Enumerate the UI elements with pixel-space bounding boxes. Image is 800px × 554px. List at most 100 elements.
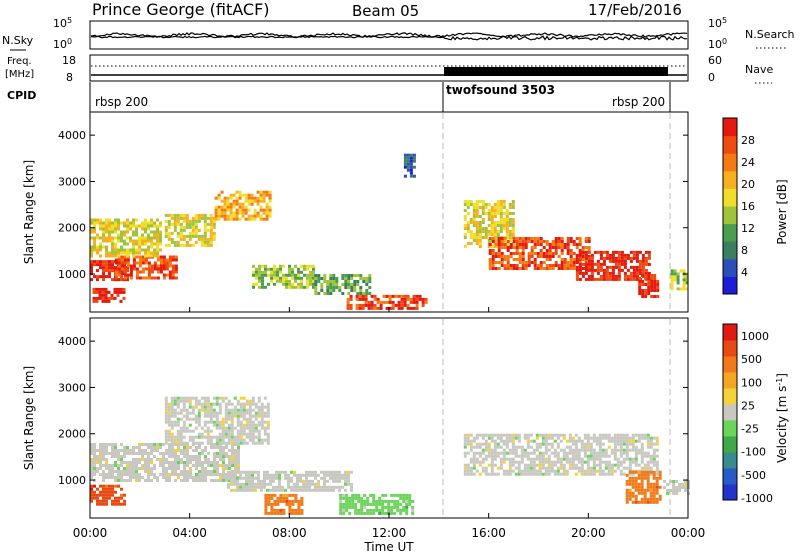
velocity-cell — [233, 435, 237, 439]
velocity-cell — [225, 455, 228, 458]
velocity-cell — [230, 479, 233, 483]
power-cell — [279, 267, 282, 271]
velocity-cell — [291, 511, 295, 515]
power-cell — [641, 295, 645, 298]
velocity-cell — [574, 454, 578, 458]
velocity-cell — [188, 429, 192, 433]
power-cell — [90, 227, 93, 231]
velocity-cell — [111, 502, 114, 506]
power-cell — [129, 276, 133, 280]
power-cell — [578, 249, 582, 252]
velocity-cell — [93, 458, 96, 461]
velocity-cell — [559, 448, 563, 452]
power-cell — [126, 264, 130, 268]
power-cell — [406, 303, 410, 307]
power-cell — [358, 294, 362, 298]
power-cell — [220, 205, 224, 209]
velocity-cell — [206, 408, 210, 412]
power-cell — [123, 255, 127, 259]
power-cell — [515, 252, 519, 255]
power-cell — [96, 233, 99, 237]
velocity-cell — [167, 438, 171, 442]
power-cell — [226, 205, 230, 209]
velocity-cell — [260, 411, 264, 415]
velocity-cell — [257, 399, 261, 403]
velocity-cell — [108, 467, 111, 470]
power-cell — [463, 233, 467, 236]
velocity-cell — [213, 461, 216, 464]
power-cell — [584, 261, 588, 264]
velocity-cell — [251, 473, 254, 477]
power-cell — [376, 300, 380, 304]
velocity-cell — [616, 439, 620, 443]
power-colorbar-tick: 4 — [741, 266, 748, 279]
velocity-cell — [231, 452, 234, 455]
velocity-cell — [162, 461, 165, 464]
velocity-cell — [93, 452, 96, 455]
velocity-cell — [216, 461, 219, 464]
power-cell — [117, 258, 121, 262]
velocity-cell — [150, 452, 153, 455]
power-cell — [282, 282, 285, 286]
velocity-cell — [164, 411, 168, 415]
power-cell — [499, 221, 503, 224]
velocity-cell — [487, 463, 491, 467]
velocity-cell — [628, 479, 632, 483]
power-cell — [650, 280, 654, 283]
velocity-cell — [150, 473, 153, 476]
velocity-cell — [655, 476, 659, 480]
power-cell — [214, 211, 218, 215]
power-cell — [539, 252, 543, 255]
velocity-cell — [338, 470, 341, 474]
velocity-cell — [625, 466, 629, 470]
power-cell — [391, 306, 395, 310]
power-cell — [108, 221, 111, 225]
power-cell — [167, 237, 171, 241]
velocity-cell — [323, 473, 326, 477]
velocity-cell — [487, 454, 491, 458]
power-cell — [244, 208, 248, 212]
velocity-cell — [230, 414, 234, 418]
velocity-cell — [164, 420, 168, 424]
power-cell — [563, 267, 567, 270]
power-cell — [117, 273, 121, 277]
cpid-label: CPID — [7, 89, 36, 102]
velocity-cell — [273, 511, 277, 515]
velocity-cell — [643, 488, 647, 492]
velocity-cell — [610, 448, 614, 452]
velocity-cell — [242, 432, 246, 436]
velocity-cell — [266, 441, 270, 445]
velocity-cell — [153, 464, 156, 467]
velocity-cell — [117, 479, 120, 482]
velocity-cell — [339, 499, 343, 503]
velocity-cell — [505, 445, 509, 449]
power-cell — [557, 267, 561, 270]
velocity-cell — [523, 451, 527, 455]
power-cell — [656, 280, 660, 283]
power-cell — [262, 217, 266, 221]
velocity-cell — [628, 466, 632, 470]
power-cell — [382, 300, 386, 304]
power-cell — [165, 273, 169, 277]
power-cell — [505, 233, 509, 236]
power-cell — [288, 285, 291, 289]
velocity-cell — [222, 467, 225, 470]
power-cell — [353, 283, 357, 286]
power-cell — [359, 277, 363, 280]
velocity-cell — [117, 464, 120, 467]
velocity-cell — [499, 451, 503, 455]
velocity-cell — [231, 455, 234, 458]
velocity-cell — [643, 436, 647, 440]
power-cell — [617, 259, 621, 263]
power-cell — [632, 253, 636, 257]
power-cell — [108, 263, 111, 267]
power-cell — [138, 264, 142, 268]
velocity-cell — [666, 483, 670, 486]
velocity-cell — [607, 460, 611, 464]
y-tick-label: 4000 — [58, 335, 86, 348]
velocity-cell — [165, 461, 168, 464]
velocity-cell — [284, 473, 287, 477]
velocity-cell — [216, 455, 219, 458]
power-cell — [578, 256, 582, 260]
power-cell — [478, 215, 482, 218]
